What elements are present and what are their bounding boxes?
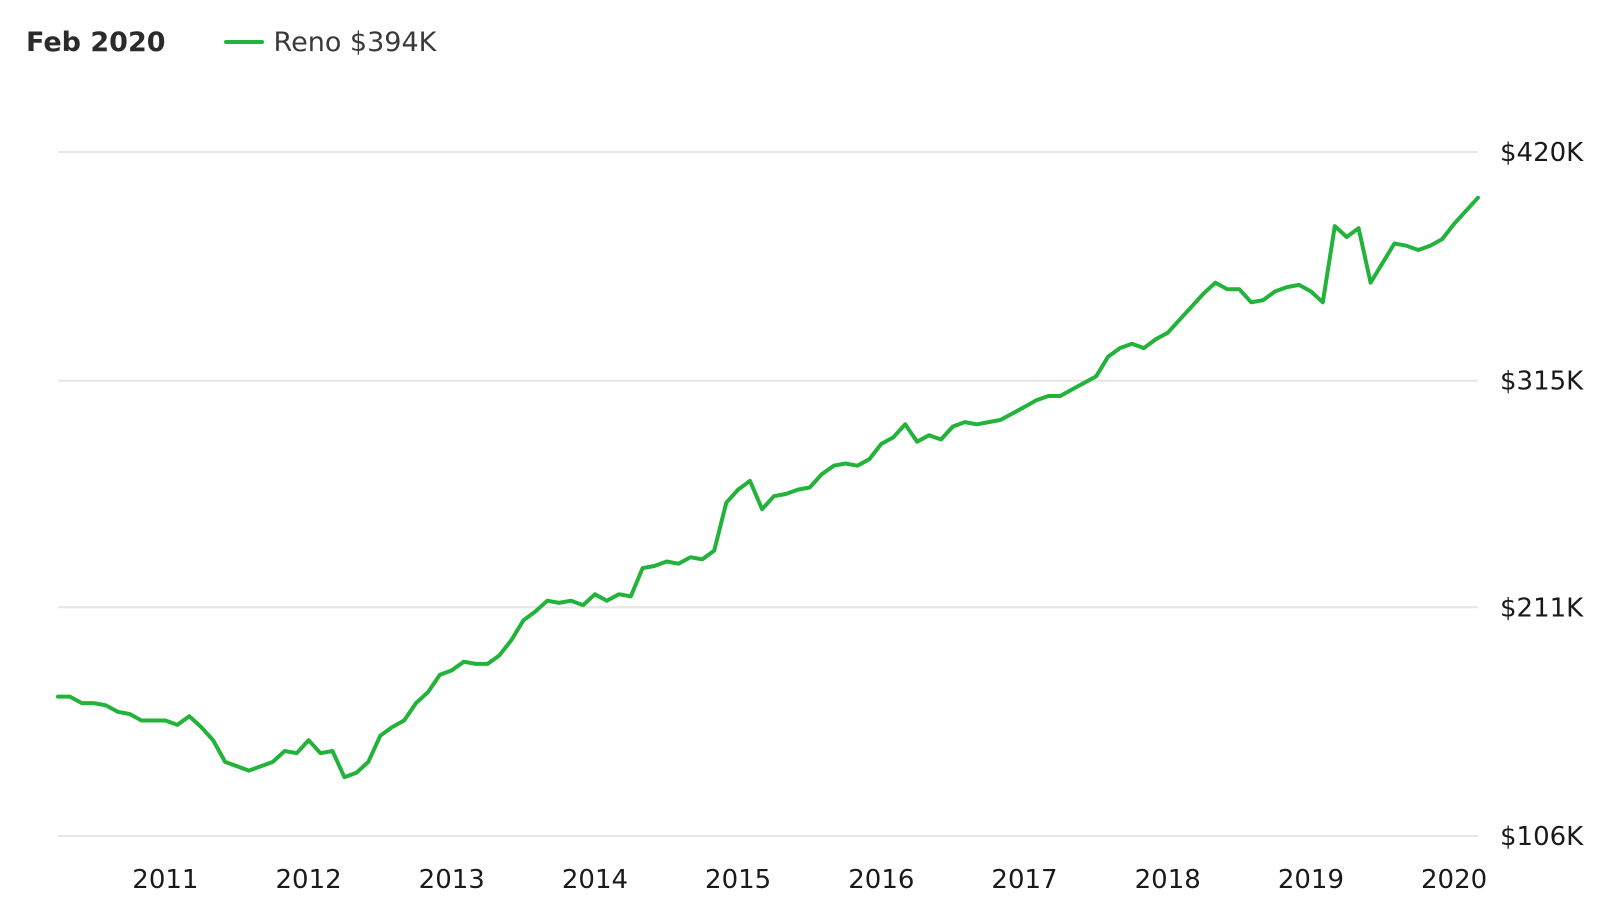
y-tick-label: $315K (1500, 367, 1584, 397)
x-tick-label: 2012 (275, 865, 341, 895)
legend[interactable]: Reno $394K (223, 26, 437, 58)
x-tick-label: 2016 (848, 865, 914, 895)
legend-swatch (223, 40, 264, 44)
x-axis: 2011 2012 2013 2014 2015 2016 2017 2018 2019 2020 (132, 865, 1487, 895)
x-tick-label: 2014 (562, 865, 628, 895)
legend-label: Reno $394K (273, 26, 437, 58)
y-tick-label: $211K (1500, 593, 1584, 623)
y-tick-label: $106K (1500, 822, 1584, 852)
gridlines (58, 151, 1478, 837)
x-tick-label: 2015 (705, 865, 771, 895)
x-tick-label: 2013 (419, 865, 485, 895)
y-tick-label: $420K (1500, 138, 1584, 168)
y-axis: $106K $211K $315K $420K (1500, 138, 1584, 852)
chart-header: Feb 2020 Reno $394K (26, 22, 436, 62)
x-tick-label: 2011 (132, 865, 198, 895)
hover-date-label: Feb 2020 (26, 26, 166, 58)
series-line-reno[interactable] (56, 195, 1480, 780)
plot-area (56, 195, 1480, 780)
x-tick-label: 2019 (1278, 865, 1344, 895)
x-tick-label: 2020 (1421, 865, 1487, 895)
x-tick-label: 2018 (1135, 865, 1201, 895)
x-tick-label: 2017 (991, 865, 1057, 895)
